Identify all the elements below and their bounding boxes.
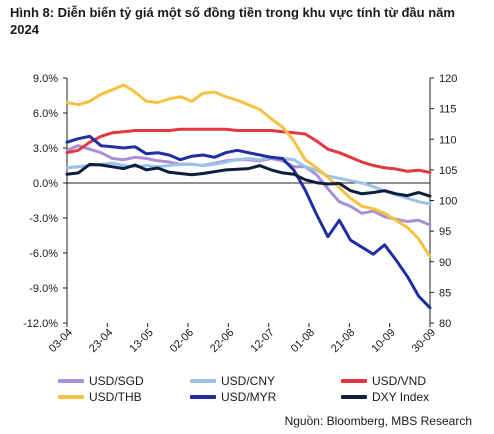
- legend-swatch: [58, 379, 84, 383]
- left-y-tick-label: -12.0%: [23, 318, 58, 330]
- left-y-tick-label: 0.0%: [33, 178, 58, 190]
- legend-label: USD/THB: [89, 390, 142, 404]
- left-y-tick-label: 6.0%: [33, 108, 58, 120]
- x-tick-label: 21-08: [329, 327, 357, 355]
- x-tick-label: 22-06: [208, 327, 236, 355]
- right-y-tick-label: 80: [439, 318, 451, 330]
- right-y-tick-label: 90: [439, 257, 451, 269]
- right-y-tick-label: 120: [439, 73, 457, 85]
- left-y-tick-label: -3.0%: [29, 213, 58, 225]
- legend-swatch: [341, 379, 367, 383]
- series-line-usd-thb: [65, 83, 432, 258]
- x-tick-label: 23-04: [87, 327, 115, 355]
- legend-item-usd-vnd: USD/VND: [341, 374, 426, 388]
- figure-title: Hình 8: Diễn biến tỷ giá một số đồng tiề…: [10, 5, 455, 37]
- series-line-usd-myr: [65, 134, 432, 310]
- legend-label: USD/SGD: [89, 374, 144, 388]
- legend-item-dxy-index: DXY Index: [341, 390, 429, 404]
- x-tick-label: 30-09: [410, 327, 438, 355]
- x-tick-label: 12-07: [248, 327, 276, 355]
- right-y-tick-label: 95: [439, 226, 451, 238]
- right-y-tick-label: 115: [439, 104, 457, 116]
- source-note: Nguồn: Bloomberg, MBS Research: [284, 414, 472, 428]
- legend-label: USD/VND: [372, 374, 427, 388]
- legend-swatch: [190, 395, 216, 399]
- series-line-dxy-index: [65, 162, 432, 198]
- right-y-tick-label: 85: [439, 287, 451, 299]
- x-tick-label: 01-08: [289, 327, 317, 355]
- right-y-tick-label: 100: [439, 196, 457, 208]
- series-line-usd-cny: [65, 155, 432, 206]
- left-y-tick-label: -6.0%: [29, 248, 58, 260]
- x-tick-label: 02-06: [168, 327, 196, 355]
- series-line-usd-vnd: [65, 127, 432, 174]
- chart-series: [65, 83, 432, 310]
- x-tick-label: 10-09: [369, 327, 397, 355]
- legend-item-usd-cny: USD/CNY: [190, 374, 275, 388]
- legend-item-usd-myr: USD/MYR: [190, 390, 276, 404]
- right-y-tick-label: 105: [439, 165, 457, 177]
- x-tick-label: 13-05: [127, 327, 155, 355]
- x-tick-label: 03-04: [47, 327, 75, 355]
- legend-swatch: [58, 395, 84, 399]
- legend-item-usd-thb: USD/THB: [58, 390, 142, 404]
- left-y-tick-label: -9.0%: [29, 283, 58, 295]
- legend-label: USD/CNY: [221, 374, 276, 388]
- right-y-tick-label: 110: [439, 134, 457, 146]
- chart-axes: 9.0% 6.0% 3.0% 0.0% -3.0% -6.0% -9.0% -12.0% 120…: [23, 73, 457, 355]
- legend-label: USD/MYR: [221, 390, 277, 404]
- legend-swatch: [341, 395, 367, 399]
- left-y-tick-label: 3.0%: [33, 143, 58, 155]
- legend-label: DXY Index: [372, 390, 430, 404]
- legend-item-usd-sgd: USD/SGD: [58, 374, 144, 388]
- left-y-tick-label: 9.0%: [33, 73, 58, 85]
- legend-swatch: [190, 379, 216, 383]
